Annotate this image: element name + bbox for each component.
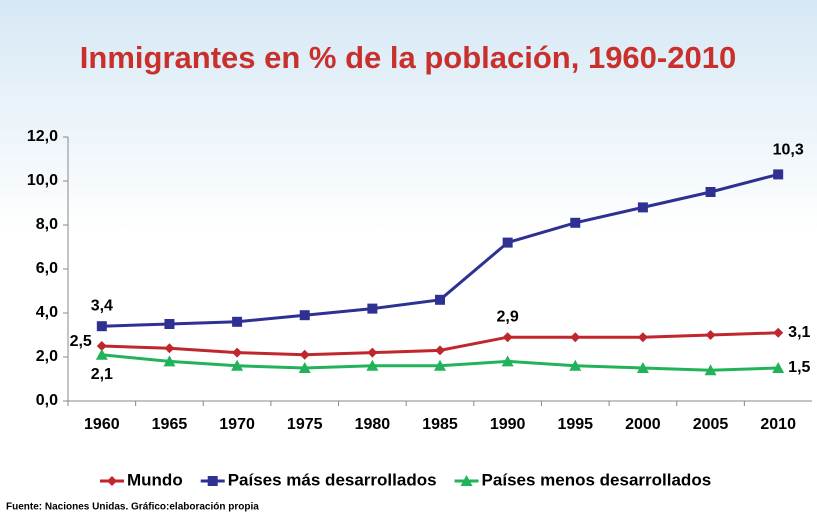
marker xyxy=(299,349,310,360)
x-tick-label: 1990 xyxy=(490,416,526,433)
marker xyxy=(96,321,107,332)
legend-label: Países más desarrollados xyxy=(228,470,437,489)
marker xyxy=(96,341,107,351)
marker xyxy=(570,332,581,343)
x-tick-label: 2000 xyxy=(625,416,661,433)
x-tick-label: 1975 xyxy=(287,416,323,433)
marker xyxy=(232,316,243,327)
data-label: 3,4 xyxy=(91,297,113,314)
marker xyxy=(435,345,445,356)
data-label: 2,9 xyxy=(497,308,519,325)
marker xyxy=(163,355,176,367)
marker xyxy=(164,319,175,329)
legend-label: Países menos desarrollados xyxy=(482,470,712,489)
marker xyxy=(231,359,244,371)
marker xyxy=(636,362,649,373)
chart-title: Inmigrantes en % de la población, 1960-2… xyxy=(80,40,736,75)
y-tick-label: 12,0 xyxy=(27,128,58,145)
data-label: 10,3 xyxy=(773,142,804,159)
marker xyxy=(95,348,108,360)
marker xyxy=(637,332,648,343)
marker xyxy=(434,359,446,371)
marker xyxy=(569,359,582,371)
marker xyxy=(773,169,784,180)
x-tick-label: 1960 xyxy=(84,416,120,433)
marker xyxy=(232,347,243,358)
marker xyxy=(164,343,175,354)
marker xyxy=(773,327,784,338)
marker xyxy=(367,347,378,358)
y-tick-label: 4,0 xyxy=(36,304,58,321)
x-tick-label: 1995 xyxy=(557,416,593,433)
marker xyxy=(705,330,716,340)
x-tick-label: 1970 xyxy=(219,416,255,433)
legend-label: Mundo xyxy=(127,470,183,489)
marker xyxy=(705,187,716,197)
data-label: 3,1 xyxy=(788,324,810,341)
marker xyxy=(367,303,378,314)
marker xyxy=(366,359,379,371)
y-tick-label: 8,0 xyxy=(36,216,58,233)
x-tick-label: 2005 xyxy=(693,416,729,433)
marker xyxy=(298,362,311,373)
data-label: 2,5 xyxy=(70,333,92,350)
x-tick-label: 2010 xyxy=(760,416,796,433)
marker xyxy=(435,294,445,305)
marker xyxy=(502,332,513,343)
marker xyxy=(637,202,648,213)
y-tick-label: 0,0 xyxy=(36,392,58,409)
marker xyxy=(501,355,514,367)
x-tick-label: 1965 xyxy=(152,416,188,433)
data-label: 1,5 xyxy=(788,359,810,376)
marker xyxy=(460,475,473,486)
source-note: Fuente: Naciones Unidas. Gráfico:elabora… xyxy=(6,502,259,513)
y-tick-label: 10,0 xyxy=(27,172,58,189)
y-tick-label: 6,0 xyxy=(36,260,58,277)
x-tick-label: 1980 xyxy=(355,416,391,433)
marker xyxy=(772,362,785,373)
marker xyxy=(502,237,513,248)
marker xyxy=(299,310,310,321)
y-tick-label: 2,0 xyxy=(36,348,58,365)
marker xyxy=(207,476,218,486)
x-tick-label: 1985 xyxy=(422,416,458,433)
marker xyxy=(570,217,581,228)
data-label: 2,1 xyxy=(91,366,113,383)
marker xyxy=(107,476,117,486)
marker xyxy=(704,364,717,376)
